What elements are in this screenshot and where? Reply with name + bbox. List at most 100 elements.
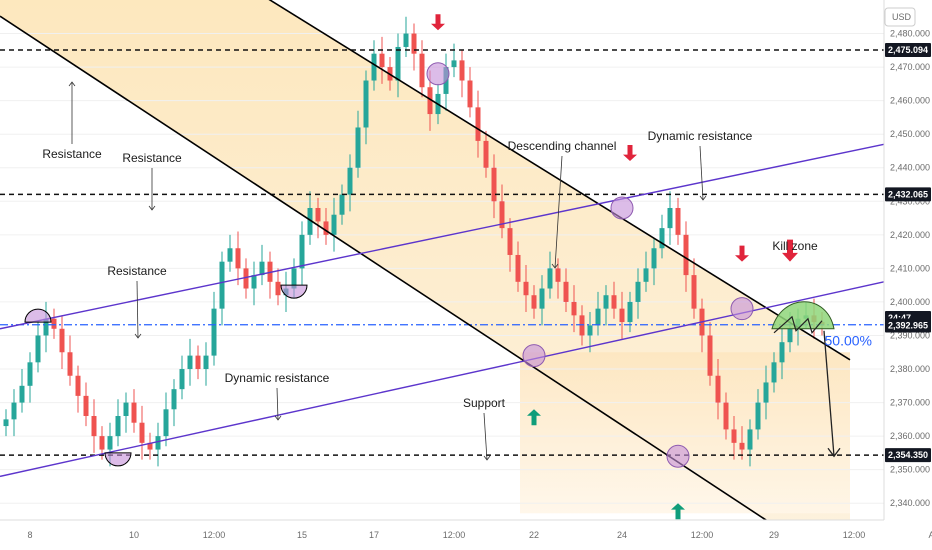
time-axis [0, 520, 932, 550]
candle-body [363, 80, 369, 128]
candle-body [19, 385, 25, 403]
candle-body [419, 53, 425, 88]
candle-body [171, 389, 177, 410]
candle-body [459, 60, 465, 81]
x-tick-label: 12:00 [203, 530, 226, 540]
annotation-label: Kill zone [772, 239, 818, 253]
candle-body [211, 308, 217, 356]
candle-body [83, 395, 89, 416]
candle-body [451, 60, 457, 68]
price-tag [885, 318, 931, 333]
candle-body [531, 295, 537, 309]
price-tag-label: 2,354.350 [888, 450, 928, 460]
y-tick-label: 2,450.000 [890, 129, 930, 139]
projection-arrow [823, 330, 835, 457]
candle-body [259, 261, 265, 276]
candle-body [539, 288, 545, 309]
candle-body [515, 254, 521, 282]
candle-body [59, 328, 65, 353]
candle-body [187, 355, 193, 370]
x-tick-label: 29 [769, 530, 779, 540]
annotation-pointer-head [483, 455, 491, 461]
y-tick-label: 2,350.000 [890, 465, 930, 475]
candle-body [579, 315, 585, 336]
candle-body [483, 140, 489, 168]
candle-body [779, 342, 785, 363]
candle-body [667, 208, 673, 229]
y-tick-label: 2,440.000 [890, 163, 930, 173]
candle-body [691, 275, 697, 309]
y-tick-label: 2,390.000 [890, 330, 930, 340]
x-tick-label: 12:00 [443, 530, 466, 540]
candle-body [619, 308, 625, 323]
candle-body [507, 228, 513, 255]
candle-body [347, 167, 353, 195]
projection-shade [520, 352, 850, 514]
fib-level-label: 50.00% [825, 333, 872, 349]
candle-body [35, 335, 41, 363]
channel-upper-line [268, 0, 851, 361]
price-tag-label: 2,432.065 [888, 189, 928, 199]
candle-body [99, 436, 105, 450]
candle-body [731, 429, 737, 443]
candle-body [371, 53, 377, 81]
down-arrow-icon [782, 239, 798, 262]
candle-body [131, 402, 137, 423]
circle-marker [610, 196, 634, 220]
circle-marker [666, 444, 690, 468]
annotation-label: Dynamic resistance [648, 129, 753, 143]
candle-body [3, 419, 9, 427]
annotation-pointer-head [68, 81, 76, 87]
candle-body [27, 362, 33, 386]
candle-body [275, 281, 281, 296]
candle-body [547, 268, 553, 289]
candle-body [11, 402, 17, 420]
price-tag-label: 2,392.965 [888, 321, 928, 331]
candle-body [475, 107, 481, 141]
candle-body [235, 248, 241, 269]
annotation-label: Support [463, 396, 506, 410]
candle-body [747, 429, 753, 450]
price-tag [885, 43, 931, 58]
x-tick-label: Au [928, 530, 932, 540]
candle-body [715, 375, 721, 403]
candle-body [627, 301, 633, 323]
candle-body [379, 53, 385, 68]
candle-body [411, 33, 417, 54]
annotation-label: Resistance [122, 151, 182, 165]
candle-body [147, 442, 153, 450]
kill-zone [771, 301, 835, 330]
annotation-pointer [276, 387, 279, 421]
x-tick-label: 15 [297, 530, 307, 540]
y-tick-label: 2,480.000 [890, 29, 930, 39]
projection-arrowhead [827, 447, 841, 458]
up-arrow-icon [527, 409, 541, 426]
candle-body [595, 308, 601, 326]
candle-body [403, 33, 409, 47]
down-arrow-icon [735, 245, 749, 262]
candle-body [755, 402, 761, 430]
y-tick-label: 2,410.000 [890, 263, 930, 273]
candle-body [467, 80, 473, 108]
candle-body [291, 268, 297, 289]
candle-body [67, 352, 73, 376]
up-arrow-icon [671, 503, 685, 520]
down-arrow-icon [431, 14, 445, 31]
candle-body [723, 402, 729, 430]
candle-body [659, 228, 665, 249]
candle-body [355, 127, 361, 168]
y-tick-label: 2,360.000 [890, 431, 930, 441]
candle-body [643, 268, 649, 282]
candle-body [307, 208, 313, 235]
annotation-pointer [136, 280, 139, 339]
x-tick-label: 12:00 [843, 530, 866, 540]
annotation-pointer [483, 412, 488, 461]
price-tag [885, 187, 931, 202]
candle-body [179, 369, 185, 390]
annotation-pointer [699, 145, 704, 201]
candle-body [771, 362, 777, 383]
candle-body [787, 328, 793, 343]
annotation-pointer-head [699, 195, 707, 201]
x-tick-label: 8 [27, 530, 32, 540]
candle-body [675, 208, 681, 235]
